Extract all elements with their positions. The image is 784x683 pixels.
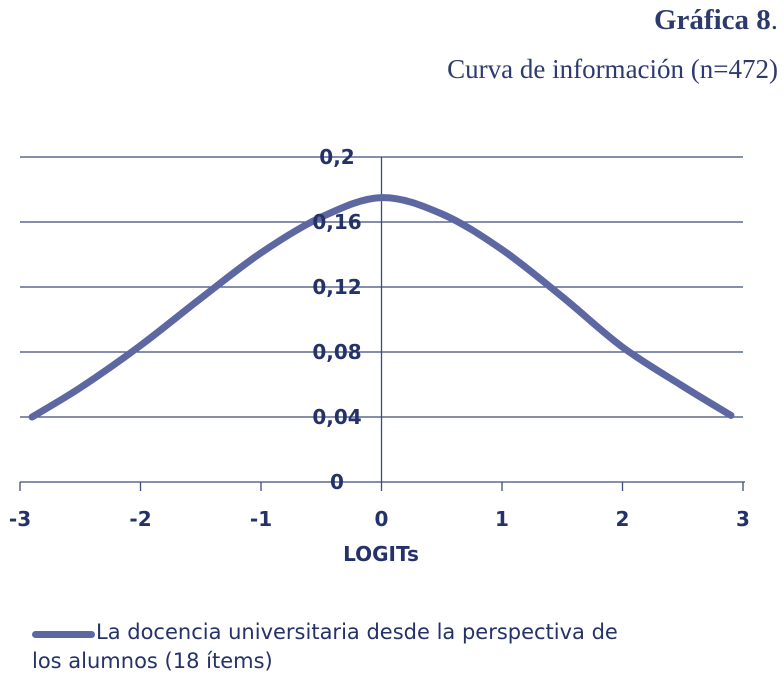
legend-label-line-1: La docencia universitaria desde la persp… (96, 620, 618, 644)
y-tick-label: 0,08 (312, 340, 361, 364)
figure-label-period: . (770, 4, 778, 36)
axes (19, 157, 745, 491)
legend: La docencia universitaria desde la persp… (32, 618, 772, 676)
y-tick-label: 0,04 (312, 405, 361, 429)
x-tick-label: 1 (495, 507, 509, 531)
information-curve-line (28, 194, 735, 421)
x-axis-title: LOGITs (343, 542, 419, 566)
x-tick-label: -3 (9, 507, 31, 531)
x-tick-label: -2 (129, 507, 151, 531)
information-curve-chart: 0 0,04 0,08 0,12 0,16 0,2 -3 -2 -1 0 1 2 3 LOGITs (9, 145, 750, 566)
series-layer (28, 194, 735, 421)
figure-label: Gráfica 8. (654, 4, 778, 37)
y-tick-label: 0,2 (319, 145, 354, 169)
y-tick-label: 0,12 (312, 275, 361, 299)
x-tick-label: 3 (736, 507, 750, 531)
figure-number: Gráfica 8 (653, 4, 771, 36)
figure-subtitle: Curva de información (n=472) (447, 54, 778, 84)
x-tick-label: 0 (375, 507, 389, 531)
legend-swatch (32, 631, 95, 638)
tick-labels: 0 0,04 0,08 0,12 0,16 0,2 -3 -2 -1 0 1 2 3 (9, 145, 750, 531)
legend-label-line-2: los alumnos (18 ítems) (32, 649, 273, 673)
y-tick-label: 0,16 (312, 210, 361, 234)
x-tick-label: 2 (616, 507, 630, 531)
y-tick-label: 0 (330, 470, 344, 494)
x-tick-label: -1 (250, 507, 272, 531)
